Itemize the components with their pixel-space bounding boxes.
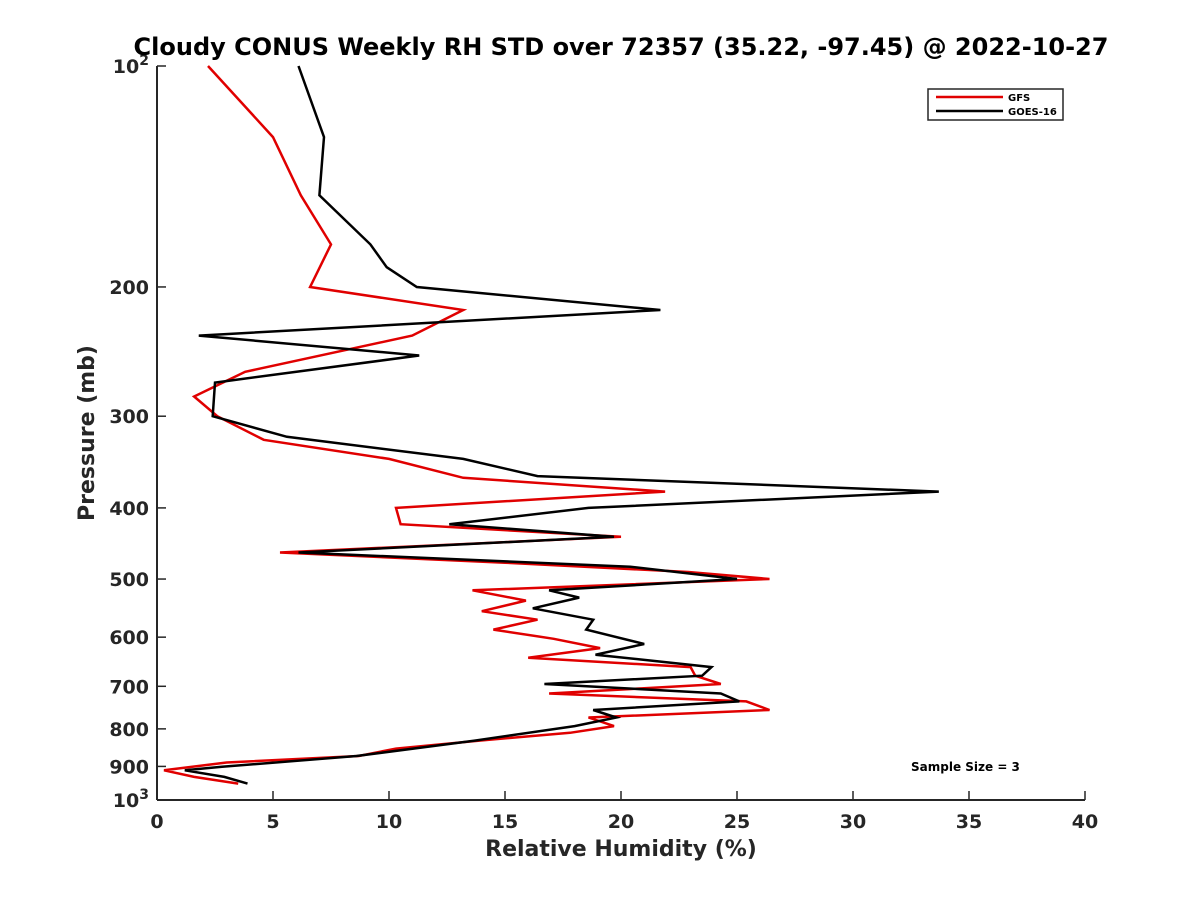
x-tick-label: 20 bbox=[608, 811, 634, 833]
sample-size-annotation: Sample Size = 3 bbox=[911, 760, 1020, 774]
chart-title: Cloudy CONUS Weekly RH STD over 72357 (3… bbox=[134, 33, 1109, 61]
x-tick-label: 40 bbox=[1072, 811, 1098, 833]
y-tick-label: 600 bbox=[109, 627, 149, 649]
series-lines bbox=[163, 65, 939, 785]
y-tick-label: 900 bbox=[109, 756, 149, 778]
x-tick-label: 25 bbox=[724, 811, 750, 833]
y-tick-label: 102 bbox=[113, 53, 149, 78]
y-tick-label: 500 bbox=[109, 569, 149, 591]
x-tick-label: 5 bbox=[266, 811, 279, 833]
x-tick-label: 0 bbox=[150, 811, 163, 833]
x-tick-label: 15 bbox=[492, 811, 518, 833]
y-axis-label: Pressure (mb) bbox=[75, 345, 100, 521]
legend-label-gfs: GFS bbox=[1008, 93, 1030, 104]
y-tick-label: 400 bbox=[109, 498, 149, 520]
y-tick-label: 700 bbox=[109, 676, 149, 698]
y-tick-label: 300 bbox=[109, 406, 149, 428]
legend-box bbox=[927, 88, 1064, 121]
y-tick-label: 200 bbox=[109, 277, 149, 299]
legend: GFS GOES-16 bbox=[927, 88, 1064, 121]
y-tick-label: 103 bbox=[113, 787, 149, 812]
x-tick-label: 30 bbox=[840, 811, 866, 833]
x-ticks: 0 5 10 15 20 25 30 35 40 bbox=[150, 791, 1098, 833]
y-tick-label: 800 bbox=[109, 719, 149, 741]
series-line-goes16 bbox=[184, 65, 939, 785]
x-tick-label: 35 bbox=[956, 811, 982, 833]
x-axis-label: Relative Humidity (%) bbox=[485, 837, 757, 862]
y-ticks: 102 200 300 400 500 600 700 800 900 103 bbox=[109, 53, 166, 812]
x-tick-label: 10 bbox=[376, 811, 402, 833]
legend-label-goes16: GOES-16 bbox=[1008, 107, 1057, 118]
